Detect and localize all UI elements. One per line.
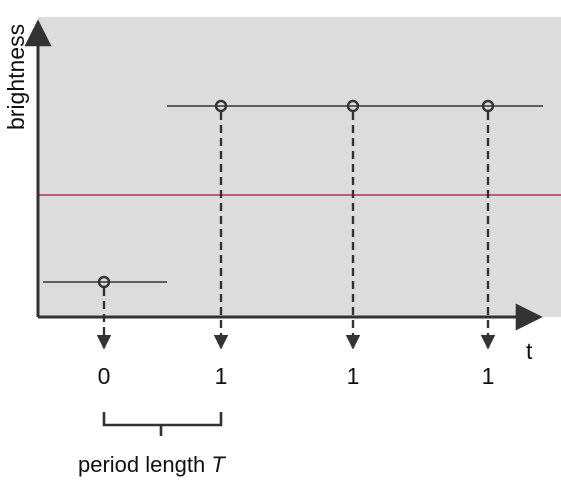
sample-point-2 <box>346 99 360 113</box>
plot-background <box>38 17 561 317</box>
sample-point-0 <box>97 275 111 289</box>
x-axis-label: t <box>526 338 533 364</box>
sample-value-0: 0 <box>98 363 111 389</box>
period-symbol: T <box>211 452 226 477</box>
period-bracket <box>102 412 223 436</box>
y-axis-label: brightness <box>3 24 29 130</box>
samples-layer: 0 1 1 1 <box>96 99 496 389</box>
sample-value-2: 1 <box>347 363 360 389</box>
sample-point-3 <box>481 99 495 113</box>
sample-value-3: 1 <box>482 363 495 389</box>
period-label: period length T <box>78 452 226 477</box>
sample-value-1: 1 <box>215 363 228 389</box>
sample-point-1 <box>214 99 228 113</box>
period-label-text: period length <box>78 452 205 477</box>
